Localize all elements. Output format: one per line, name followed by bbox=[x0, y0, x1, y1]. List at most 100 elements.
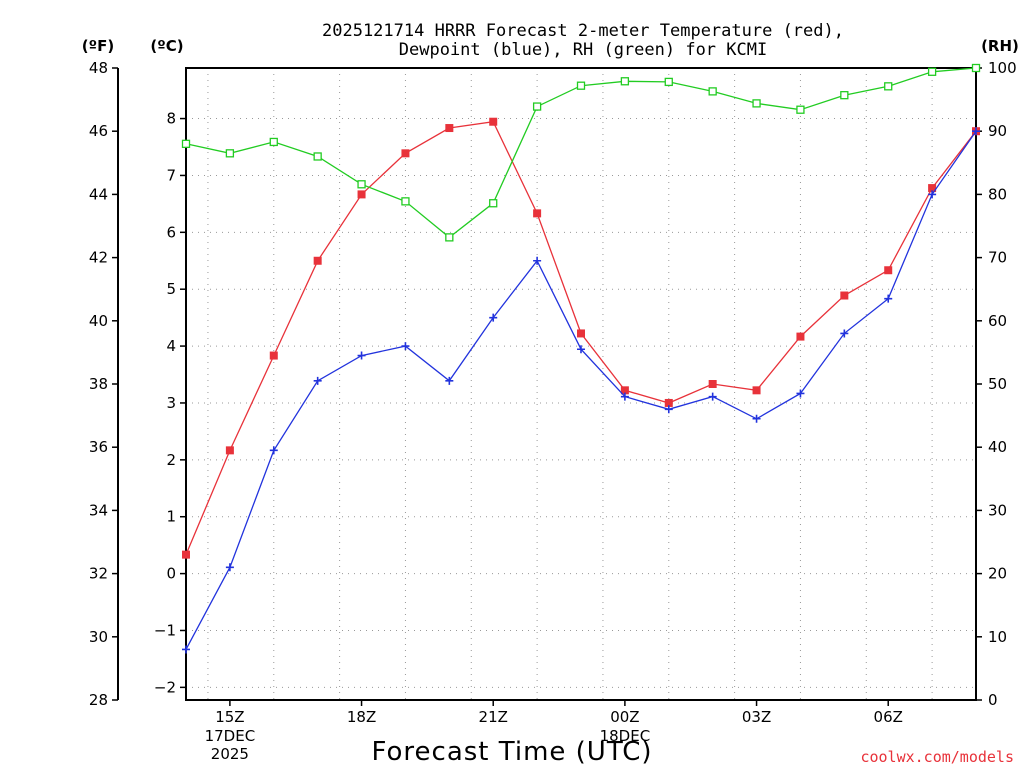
fahrenheit-unit-label: (ºF) bbox=[82, 37, 114, 55]
dewpoint-point bbox=[620, 392, 629, 401]
celsius-tick-label: −2 bbox=[154, 678, 176, 696]
rh-tick-label: 40 bbox=[988, 438, 1007, 456]
x-tick-label: 15Z bbox=[215, 708, 244, 726]
celsius-tick-label: 2 bbox=[166, 451, 176, 469]
rh-tick-label: 10 bbox=[988, 628, 1007, 646]
temperature-point bbox=[313, 256, 322, 265]
temperature-point bbox=[225, 446, 234, 455]
temperature-point bbox=[577, 329, 585, 338]
dewpoint-point bbox=[401, 342, 410, 351]
temperature-point bbox=[269, 351, 278, 360]
dewpoint-point bbox=[313, 376, 322, 385]
dewpoint-point bbox=[445, 376, 454, 385]
x-date-label: 2025 bbox=[211, 745, 249, 763]
rh-tick-label: 90 bbox=[988, 122, 1007, 140]
dewpoint-point bbox=[752, 414, 761, 423]
rh-tick-label: 100 bbox=[988, 59, 1017, 77]
rh-point bbox=[532, 102, 542, 111]
axes: 2830323436384042444648−2−101234567801020… bbox=[89, 59, 1017, 763]
rh-tick-label: 0 bbox=[988, 691, 998, 709]
fahrenheit-tick-label: 32 bbox=[89, 565, 108, 583]
rh-point bbox=[489, 199, 498, 208]
temperature-point bbox=[928, 184, 937, 193]
rh-point bbox=[927, 67, 937, 76]
rh-tick-label: 50 bbox=[988, 375, 1007, 393]
fahrenheit-tick-label: 38 bbox=[89, 375, 108, 393]
dewpoint-point bbox=[884, 294, 893, 303]
dewpoint-point bbox=[796, 389, 805, 398]
x-tick-label: 06Z bbox=[874, 708, 903, 726]
celsius-tick-label: 4 bbox=[166, 337, 176, 355]
rh-tick-label: 30 bbox=[988, 501, 1007, 519]
rh-point bbox=[445, 233, 454, 242]
rh-point bbox=[884, 82, 893, 91]
temperature-point bbox=[664, 398, 673, 407]
temperature-point bbox=[796, 332, 805, 341]
dewpoint-point bbox=[269, 446, 278, 455]
data-series bbox=[181, 63, 981, 654]
fahrenheit-tick-label: 28 bbox=[89, 691, 108, 709]
temperature-point bbox=[533, 209, 542, 218]
temperature-point bbox=[182, 550, 190, 559]
temperature-line bbox=[185, 120, 977, 555]
x-tick-label: 21Z bbox=[479, 708, 508, 726]
fahrenheit-tick-label: 40 bbox=[89, 312, 108, 330]
fahrenheit-tick-label: 30 bbox=[89, 628, 108, 646]
x-date-label: 17DEC bbox=[205, 727, 256, 745]
celsius-tick-label: 3 bbox=[166, 394, 176, 412]
celsius-tick-label: 0 bbox=[166, 565, 176, 583]
celsius-unit-label: (ºC) bbox=[150, 37, 183, 55]
fahrenheit-tick-label: 42 bbox=[89, 249, 108, 267]
celsius-tick-label: 7 bbox=[166, 166, 176, 184]
rh-point bbox=[708, 87, 717, 96]
rh-tick-label: 60 bbox=[988, 312, 1007, 330]
celsius-tick-label: 1 bbox=[166, 508, 176, 526]
rh-point bbox=[971, 63, 981, 73]
rh-point bbox=[576, 81, 586, 90]
dewpoint-point bbox=[489, 313, 498, 322]
rh-point bbox=[620, 77, 630, 86]
rh-tick-label: 70 bbox=[988, 249, 1007, 267]
rh-point bbox=[401, 197, 410, 206]
rh-point bbox=[181, 139, 191, 148]
rh-tick-label: 20 bbox=[988, 565, 1007, 583]
temperature-point bbox=[840, 291, 849, 300]
x-tick-label: 03Z bbox=[742, 708, 771, 726]
rh-point bbox=[796, 105, 805, 114]
dewpoint-point bbox=[708, 392, 717, 401]
dewpoint-point bbox=[357, 351, 366, 360]
temperature-point bbox=[445, 124, 454, 133]
temperature-point bbox=[401, 149, 410, 158]
fahrenheit-tick-label: 44 bbox=[89, 185, 108, 203]
x-axis-title: Forecast Time (UTC) bbox=[371, 737, 652, 767]
temperature-point bbox=[752, 386, 761, 395]
dewpoint-point bbox=[664, 405, 673, 414]
temperature-point bbox=[708, 380, 717, 388]
dewpoint-point bbox=[225, 563, 234, 572]
rh-unit-label: (RH) bbox=[981, 37, 1019, 55]
rh-point bbox=[225, 149, 235, 158]
x-tick-label: 00Z bbox=[610, 708, 639, 726]
dewpoint-point bbox=[928, 190, 937, 199]
credit-text: coolwx.com/models bbox=[860, 748, 1014, 766]
temperature-point bbox=[620, 386, 629, 395]
rh-point bbox=[664, 77, 673, 87]
chart-title-line2: Dewpoint (blue), RH (green) for KCMI bbox=[399, 40, 767, 60]
dewpoint-point bbox=[533, 256, 542, 265]
temperature-point bbox=[357, 190, 366, 199]
dewpoint-line bbox=[185, 130, 977, 650]
temperature-point bbox=[884, 266, 893, 275]
rh-tick-label: 80 bbox=[988, 185, 1007, 203]
dewpoint-point bbox=[577, 345, 585, 354]
temperature-point bbox=[489, 117, 498, 126]
rh-point bbox=[752, 99, 761, 108]
rh-point bbox=[357, 180, 366, 189]
fahrenheit-tick-label: 34 bbox=[89, 501, 108, 519]
chart-title-line1: 2025121714 HRRR Forecast 2-meter Tempera… bbox=[322, 21, 844, 41]
celsius-tick-label: 6 bbox=[166, 223, 176, 241]
rh-point bbox=[840, 91, 849, 100]
fahrenheit-tick-label: 46 bbox=[89, 122, 108, 140]
dewpoint-point bbox=[840, 329, 849, 338]
celsius-tick-label: 8 bbox=[166, 110, 176, 128]
